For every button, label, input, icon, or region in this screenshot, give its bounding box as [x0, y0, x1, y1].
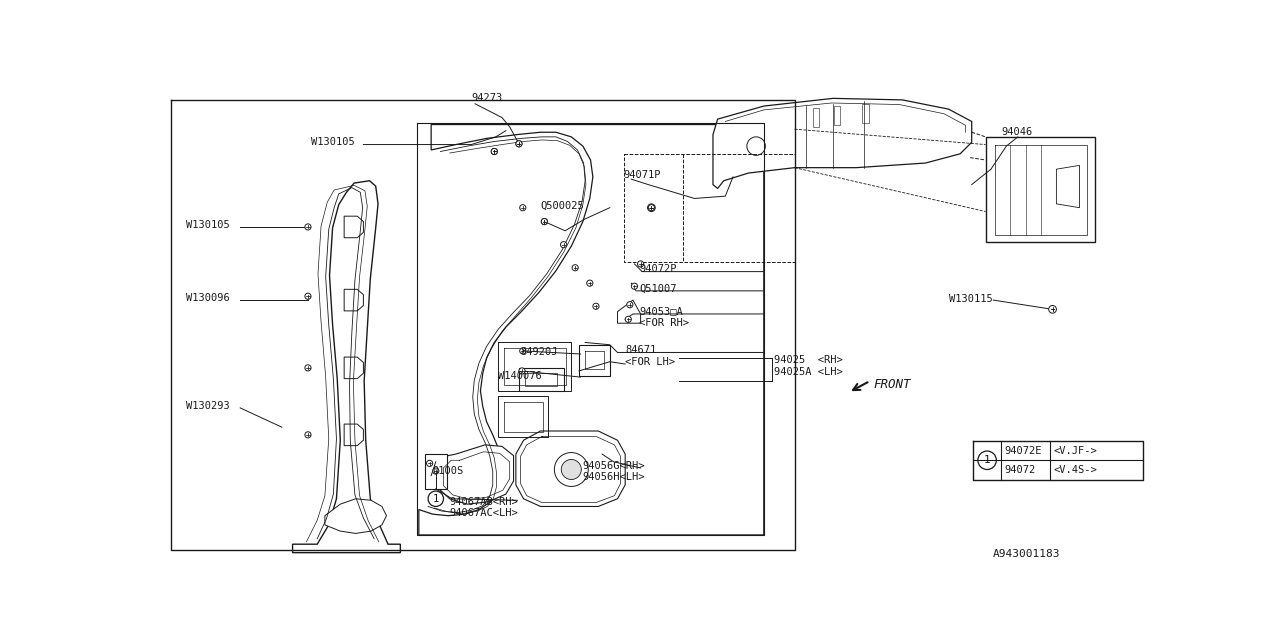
Polygon shape: [1056, 165, 1079, 208]
Circle shape: [631, 283, 637, 289]
Circle shape: [627, 301, 632, 308]
Polygon shape: [344, 357, 364, 379]
Circle shape: [637, 261, 644, 267]
Polygon shape: [617, 300, 640, 323]
Text: W130096: W130096: [187, 292, 230, 303]
Text: 94056G<RH>: 94056G<RH>: [582, 461, 645, 470]
Circle shape: [978, 451, 996, 470]
Circle shape: [520, 205, 526, 211]
Polygon shape: [325, 499, 387, 533]
Circle shape: [746, 137, 765, 156]
Bar: [863, 104, 869, 123]
Text: 94072P: 94072P: [639, 264, 677, 275]
Circle shape: [648, 205, 654, 211]
Text: <V.JF->: <V.JF->: [1053, 445, 1097, 456]
Circle shape: [516, 141, 522, 147]
Text: <FOR LH>: <FOR LH>: [625, 356, 676, 367]
Polygon shape: [986, 137, 1094, 243]
Text: 84920J: 84920J: [521, 347, 558, 356]
Bar: [813, 108, 819, 127]
Text: 1: 1: [984, 455, 991, 465]
Bar: [425, 454, 447, 489]
Text: Q500025: Q500025: [540, 200, 584, 211]
Text: 94072: 94072: [1004, 465, 1036, 475]
Circle shape: [1050, 307, 1056, 312]
Text: 94025  <RH>: 94025 <RH>: [774, 355, 842, 365]
Circle shape: [516, 141, 522, 147]
Circle shape: [554, 452, 589, 486]
Text: 94046: 94046: [1001, 127, 1032, 137]
Text: 1: 1: [433, 494, 439, 504]
Text: 94071P: 94071P: [623, 170, 662, 180]
Circle shape: [541, 218, 548, 225]
Circle shape: [305, 365, 311, 371]
Text: 94067AB<RH>: 94067AB<RH>: [449, 497, 518, 507]
Text: 94025A <LH>: 94025A <LH>: [774, 367, 842, 377]
Text: FRONT: FRONT: [873, 378, 910, 391]
Polygon shape: [579, 345, 609, 376]
Circle shape: [1048, 305, 1056, 313]
Polygon shape: [344, 424, 364, 445]
Text: W140076: W140076: [498, 371, 541, 381]
Polygon shape: [439, 445, 513, 504]
Circle shape: [561, 241, 567, 248]
Circle shape: [426, 460, 433, 467]
Polygon shape: [713, 99, 972, 188]
Text: <FOR RH>: <FOR RH>: [639, 318, 689, 328]
Polygon shape: [516, 431, 625, 506]
Text: W130115: W130115: [948, 294, 992, 303]
Text: 94053□A: 94053□A: [639, 307, 682, 317]
Circle shape: [518, 368, 525, 374]
Text: A943001183: A943001183: [993, 549, 1060, 559]
Polygon shape: [344, 216, 364, 237]
Circle shape: [586, 280, 593, 286]
Polygon shape: [344, 289, 364, 311]
Circle shape: [492, 148, 498, 155]
Circle shape: [648, 204, 655, 212]
Circle shape: [562, 460, 581, 479]
Text: Q51007: Q51007: [639, 284, 677, 294]
Text: W130105: W130105: [311, 137, 355, 147]
Polygon shape: [293, 180, 401, 553]
Circle shape: [520, 348, 526, 354]
Circle shape: [492, 148, 498, 155]
Text: <V.4S->: <V.4S->: [1053, 465, 1097, 475]
Text: W130293: W130293: [187, 401, 230, 411]
Bar: [833, 106, 840, 125]
Text: 0100S: 0100S: [433, 466, 463, 476]
Circle shape: [572, 265, 579, 271]
Text: 94072E: 94072E: [1004, 445, 1042, 456]
Circle shape: [541, 218, 548, 225]
Circle shape: [305, 224, 311, 230]
Circle shape: [593, 303, 599, 309]
Circle shape: [433, 468, 439, 474]
Circle shape: [305, 293, 311, 300]
Text: W130105: W130105: [187, 220, 230, 230]
Text: 94067AC<LH>: 94067AC<LH>: [449, 508, 518, 518]
Polygon shape: [518, 368, 563, 391]
Circle shape: [625, 316, 631, 323]
Text: 94273: 94273: [471, 93, 503, 103]
Polygon shape: [419, 125, 764, 535]
Text: 94056H<LH>: 94056H<LH>: [582, 472, 645, 482]
Circle shape: [428, 491, 443, 506]
Text: 84671: 84671: [625, 345, 657, 355]
Circle shape: [305, 432, 311, 438]
